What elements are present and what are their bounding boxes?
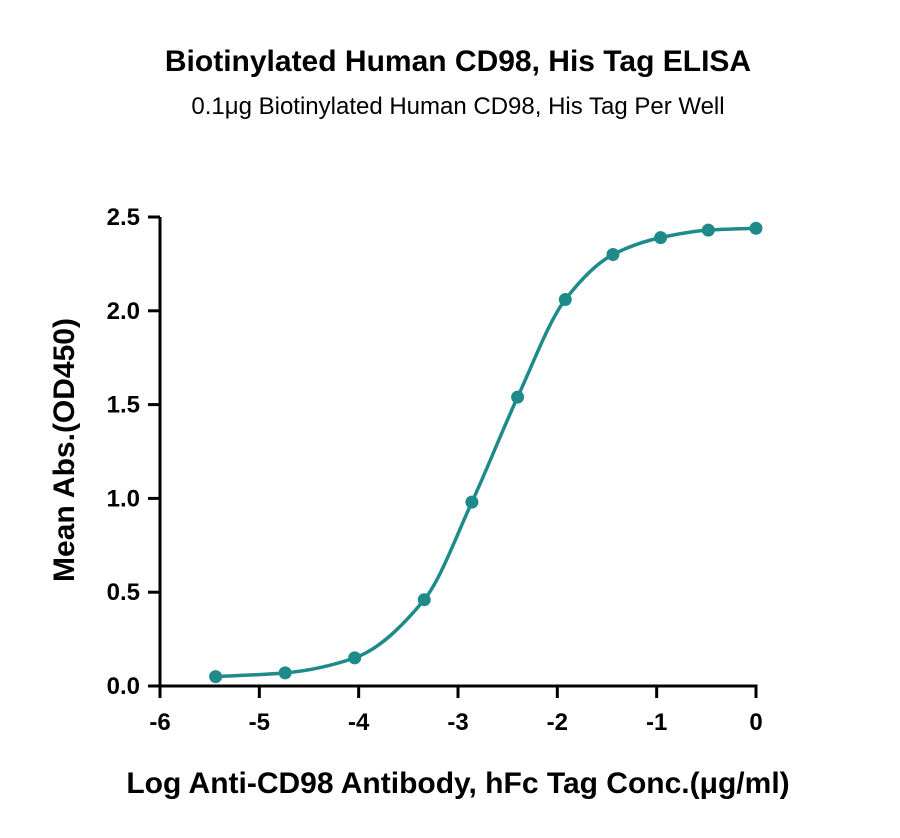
- y-tick-label: 2.0: [107, 298, 140, 325]
- x-tick-label: 0: [749, 709, 762, 736]
- data-point: [749, 221, 763, 235]
- data-point: [465, 495, 479, 509]
- x-tick-label: -5: [249, 709, 270, 736]
- y-tick-label: 1.5: [107, 392, 140, 419]
- y-axis-label: Mean Abs.(OD450): [48, 318, 81, 582]
- y-tick-label: 0.0: [107, 673, 140, 700]
- chart-title: Biotinylated Human CD98, His Tag ELISA: [165, 45, 751, 78]
- data-point: [654, 231, 668, 245]
- data-point: [511, 390, 525, 404]
- y-ticks: 0.0 0.5 1.0 1.5 2.0 2.5: [107, 204, 160, 700]
- x-ticks: -6 -5 -4 -3 -2 -1 0: [149, 686, 763, 736]
- x-tick-label: -2: [547, 709, 568, 736]
- x-tick-label: -3: [447, 709, 468, 736]
- data-point: [558, 293, 572, 307]
- y-tick-label: 0.5: [107, 579, 140, 606]
- x-tick-label: -1: [646, 709, 667, 736]
- y-tick-label: 2.5: [107, 204, 140, 231]
- data-point: [606, 248, 620, 262]
- fit-curve: [215, 226, 757, 679]
- axes: 0.0 0.5 1.0 1.5 2.0 2.5 -6 -5 -4 -3 -2 -1 0: [107, 204, 763, 736]
- data-point: [348, 651, 362, 665]
- data-point: [278, 666, 292, 680]
- data-point: [209, 670, 223, 684]
- data-points: [209, 221, 763, 684]
- data-point: [417, 593, 431, 607]
- x-tick-label: -6: [149, 709, 170, 736]
- chart-subtitle: 0.1μg Biotinylated Human CD98, His Tag P…: [191, 93, 724, 120]
- data-point: [701, 223, 715, 237]
- x-tick-label: -4: [348, 709, 370, 736]
- x-axis-label: Log Anti-CD98 Antibody, hFc Tag Conc.(μg…: [126, 767, 789, 800]
- y-tick-label: 1.0: [107, 485, 140, 512]
